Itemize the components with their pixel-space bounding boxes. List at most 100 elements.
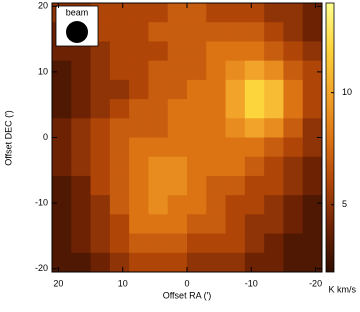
x-tick-label: 20 <box>53 278 63 288</box>
heatmap-cell <box>206 99 227 119</box>
heatmap-cell <box>187 233 207 254</box>
heatmap-cell <box>52 233 72 254</box>
heatmap-cell <box>225 79 246 100</box>
heatmap-cell <box>206 233 227 254</box>
heatmap-cell <box>244 195 265 215</box>
heatmap-cell <box>187 118 207 138</box>
heatmap-cell <box>264 22 284 42</box>
heatmap-cell <box>71 60 92 81</box>
heatmap-cell <box>52 214 72 235</box>
heatmap-cell <box>283 233 304 254</box>
heatmap-cell <box>244 41 265 62</box>
heatmap-cell <box>71 175 92 196</box>
heatmap-cell <box>109 3 130 23</box>
heatmap-cell <box>109 137 130 158</box>
heatmap-cell <box>90 79 111 100</box>
heatmap-cell <box>302 22 323 42</box>
beam-label: beam <box>66 7 89 17</box>
x-tick-label: 0 <box>184 278 189 288</box>
heatmap-cell <box>206 175 227 196</box>
colorbar-tick-label: 5 <box>342 199 347 209</box>
heatmap-cell <box>302 156 323 177</box>
heatmap-cell <box>302 214 323 235</box>
heatmap-cell <box>302 175 323 196</box>
heatmap-cell <box>206 156 227 177</box>
heatmap-cell <box>225 137 246 158</box>
heatmap-cell <box>109 233 130 254</box>
heatmap-cell <box>167 3 188 23</box>
heatmap-cell <box>302 60 323 81</box>
colorbar-tick-label: 10 <box>342 87 352 97</box>
heatmap-cell <box>90 156 111 177</box>
heatmap-cell <box>302 195 323 215</box>
heatmap-cell <box>129 252 149 273</box>
heatmap-cell <box>167 60 188 81</box>
heatmap-cell <box>225 41 246 62</box>
heatmap-cell <box>302 118 323 138</box>
heatmap-cell <box>187 3 207 23</box>
heatmap-cell <box>129 41 149 62</box>
heatmap-cell <box>167 41 188 62</box>
heatmap-cell <box>71 233 92 254</box>
heatmap-cell <box>225 99 246 119</box>
heatmap-cell <box>109 214 130 235</box>
heatmap-cell <box>302 41 323 62</box>
heatmap-cell <box>167 22 188 42</box>
heatmap-cell <box>283 22 304 42</box>
heatmap-cell <box>244 175 265 196</box>
heatmap-cell <box>283 118 304 138</box>
heatmap-cell <box>129 175 149 196</box>
x-tick-label: -20 <box>309 278 322 288</box>
heatmap-cell <box>129 118 149 138</box>
heatmap-cell <box>206 79 227 100</box>
heatmap-cell <box>52 79 72 100</box>
y-tick-label: 0 <box>43 132 48 142</box>
heatmap-cell <box>129 156 149 177</box>
heatmap-cell <box>225 156 246 177</box>
heatmap-cell <box>244 233 265 254</box>
heatmap-cell <box>244 99 265 119</box>
heatmap-cell <box>283 175 304 196</box>
y-axis-label: Offset DEC (′) <box>3 110 13 166</box>
heatmap-cell <box>52 118 72 138</box>
heatmap-cell <box>187 137 207 158</box>
heatmap-cell <box>206 195 227 215</box>
heatmap-cell <box>109 118 130 138</box>
heatmap-cell <box>225 22 246 42</box>
heatmap-cell <box>283 79 304 100</box>
heatmap-cell <box>71 79 92 100</box>
heatmap-cell <box>109 79 130 100</box>
heatmap-cell <box>264 175 284 196</box>
heatmap-cell <box>302 99 323 119</box>
heatmap-cell <box>225 118 246 138</box>
heatmap-cell <box>167 175 188 196</box>
heatmap-cell <box>283 156 304 177</box>
x-tick-label: 10 <box>118 278 128 288</box>
heatmap-cell <box>264 118 284 138</box>
heatmap-cell <box>244 3 265 23</box>
y-tick-label: -10 <box>35 197 48 207</box>
heatmap-cell <box>52 175 72 196</box>
heatmap-cell <box>167 79 188 100</box>
heatmap-cell <box>225 214 246 235</box>
heatmap-cell <box>148 137 169 158</box>
heatmap-cell <box>244 252 265 273</box>
heatmap-cell <box>283 3 304 23</box>
x-axis-label: Offset RA (′) <box>163 290 212 300</box>
heatmap-cell <box>244 214 265 235</box>
heatmap-cell <box>187 195 207 215</box>
heatmap-cell <box>148 195 169 215</box>
heatmap-cell <box>148 252 169 273</box>
heatmap <box>52 3 323 273</box>
heatmap-cell <box>129 137 149 158</box>
heatmap-cell <box>302 137 323 158</box>
heatmap-cell <box>148 118 169 138</box>
heatmap-cell <box>52 99 72 119</box>
heatmap-cell <box>109 252 130 273</box>
heatmap-cell <box>109 60 130 81</box>
heatmap-cell <box>71 99 92 119</box>
heatmap-cell <box>167 233 188 254</box>
heatmap-cell <box>129 214 149 235</box>
heatmap-cell <box>225 252 246 273</box>
heatmap-cell <box>283 99 304 119</box>
